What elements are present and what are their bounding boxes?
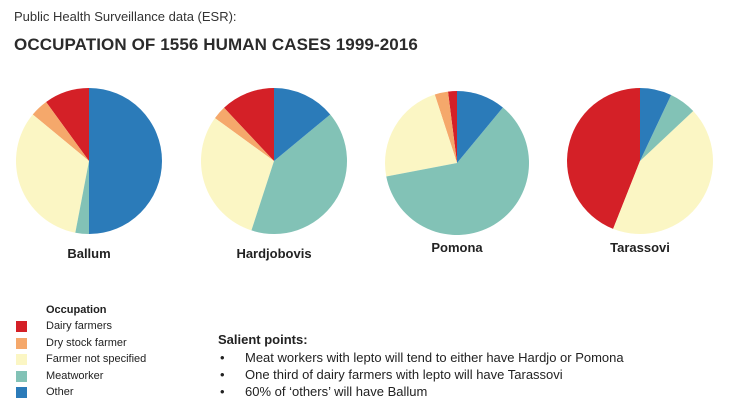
salient-point: • Meat workers with lepto will tend to e… — [218, 349, 624, 366]
slice-dry-stock-farmer — [434, 91, 457, 163]
pie-tarassovi — [567, 88, 713, 234]
slice-meatworker — [640, 94, 694, 161]
legend-title: Occupation — [46, 304, 107, 316]
legend-label: Other — [46, 386, 74, 398]
salient-point-text: Meat workers with lepto will tend to eit… — [245, 350, 624, 365]
bullet-glyph: • — [220, 367, 225, 382]
slice-other — [640, 88, 672, 161]
legend-swatch — [16, 354, 27, 365]
salient-points-title: Salient points: — [218, 332, 308, 347]
pie-label: Ballum — [67, 246, 110, 261]
slice-farmer-not-specified — [200, 118, 274, 231]
chart-title: OCCUPATION OF 1556 HUMAN CASES 1999-2016 — [14, 35, 418, 54]
slice-dairy-farmers — [224, 88, 274, 161]
slice-meatworker — [75, 161, 89, 234]
pie-pomona — [385, 91, 530, 236]
slice-other — [89, 88, 162, 234]
salient-points: Salient points: • Meat workers with lept… — [218, 332, 624, 400]
chart-subtitle: Public Health Surveillance data (ESR): — [14, 9, 237, 24]
slice-meatworker — [251, 114, 348, 235]
pie-charts: Ballum Hardjobovis Pomona Tarassovi — [15, 88, 713, 261]
legend-label: Farmer not specified — [46, 353, 147, 365]
legend-label: Meatworker — [46, 370, 104, 382]
pie-hardjobovis — [200, 88, 348, 235]
legend-label: Dairy farmers — [46, 320, 113, 332]
salient-point: • One third of dairy farmers with lepto … — [218, 366, 624, 383]
slice-farmer-not-specified — [15, 114, 89, 233]
legend-swatch — [16, 371, 27, 382]
legend-swatch — [16, 338, 27, 349]
slice-farmer-not-specified — [385, 94, 457, 177]
slice-dairy-farmers — [46, 88, 89, 161]
legend-label: Dry stock farmer — [46, 337, 127, 349]
slice-dry-stock-farmer — [214, 107, 274, 161]
salient-point-text: 60% of ‘others’ will have Ballum — [245, 384, 428, 399]
slice-farmer-not-specified — [613, 111, 713, 234]
salient-point-text: One third of dairy farmers with lepto wi… — [245, 367, 563, 382]
slice-dry-stock-farmer — [32, 101, 89, 161]
bullet-glyph: • — [220, 350, 225, 365]
pie-label: Tarassovi — [610, 240, 670, 255]
pie-ballum — [15, 88, 162, 234]
salient-point: • 60% of ‘others’ will have Ballum — [218, 383, 624, 400]
slice-other — [457, 91, 503, 163]
pie-label: Hardjobovis — [236, 246, 311, 261]
legend-swatch — [16, 321, 27, 332]
slice-meatworker — [386, 107, 530, 236]
pie-label: Pomona — [431, 240, 483, 255]
slice-dairy-farmers — [567, 88, 640, 229]
slice-other — [274, 88, 331, 161]
bullet-glyph: • — [220, 384, 225, 399]
slice-dairy-farmers — [447, 91, 457, 163]
legend-swatch — [16, 387, 27, 398]
